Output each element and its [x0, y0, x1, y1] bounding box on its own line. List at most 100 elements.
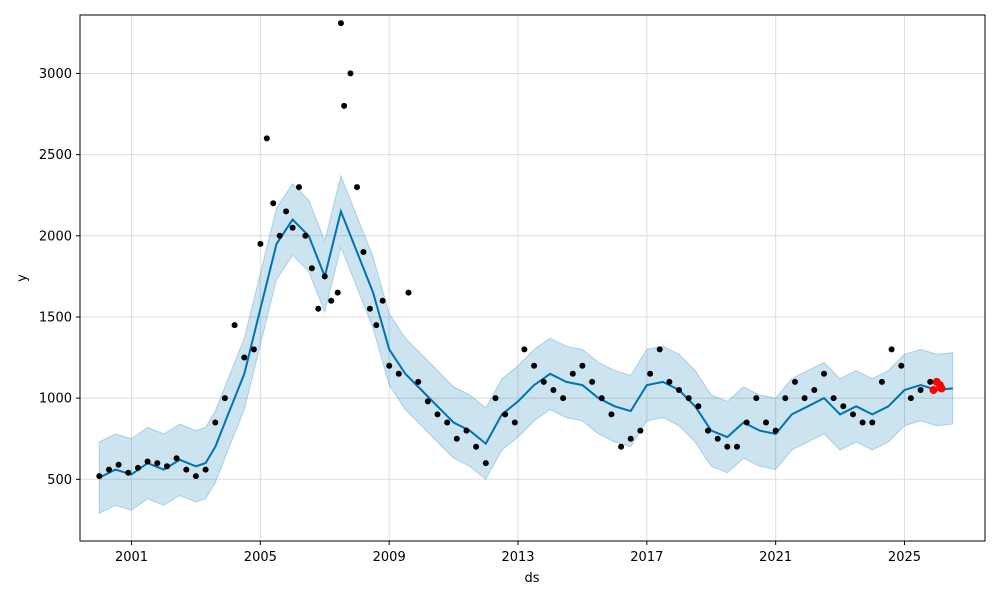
- y-tick-label: 1000: [39, 392, 72, 407]
- future-point: [929, 386, 938, 394]
- actual-point: [618, 443, 625, 450]
- actual-point: [801, 395, 808, 402]
- actual-point: [257, 240, 264, 247]
- actual-point: [296, 184, 302, 191]
- actual-point: [531, 362, 538, 369]
- y-tick-label: 2500: [39, 148, 72, 163]
- actual-point: [341, 102, 348, 109]
- actual-point: [917, 387, 924, 393]
- actual-points: [96, 20, 934, 480]
- y-tick-label: 2000: [39, 229, 72, 244]
- actual-point: [276, 232, 283, 239]
- actual-point: [821, 370, 827, 377]
- actual-point: [250, 346, 257, 353]
- actual-point: [840, 403, 847, 410]
- actual-point: [550, 387, 557, 393]
- actual-point: [373, 322, 380, 329]
- actual-point: [898, 362, 905, 369]
- actual-point: [106, 466, 112, 473]
- actual-point: [695, 403, 702, 410]
- forecast-line: [98, 208, 953, 479]
- x-tick-label: 2009: [373, 550, 406, 565]
- x-axis-title: ds: [524, 571, 539, 586]
- future-point: [937, 384, 946, 393]
- actual-point: [598, 395, 605, 402]
- actual-point: [283, 208, 290, 215]
- actual-point: [328, 297, 335, 304]
- actual-point: [366, 305, 373, 312]
- actual-point: [830, 395, 837, 402]
- actual-point: [444, 419, 451, 426]
- actual-point: [154, 460, 161, 467]
- uncertainty-band: [98, 174, 954, 515]
- y-axis: 500 1000 1500 2000 2500 3000: [39, 67, 80, 488]
- x-tick-label: 2013: [501, 550, 534, 565]
- actual-point: [685, 395, 692, 402]
- actual-point: [763, 419, 769, 426]
- actual-point: [734, 443, 740, 450]
- actual-point: [231, 322, 238, 329]
- actual-point: [888, 346, 895, 353]
- actual-point: [521, 346, 528, 353]
- actual-point: [164, 463, 170, 470]
- y-tick-label: 1500: [39, 310, 72, 325]
- actual-point: [183, 466, 190, 473]
- actual-point: [360, 249, 367, 255]
- actual-point: [405, 289, 412, 296]
- actual-point: [907, 395, 914, 402]
- actual-point: [263, 135, 270, 142]
- actual-point: [212, 419, 219, 426]
- actual-point: [386, 362, 393, 369]
- actual-point: [569, 370, 576, 377]
- actual-point: [202, 466, 209, 473]
- x-tick-label: 2001: [115, 550, 148, 565]
- actual-point: [395, 370, 402, 377]
- actual-point: [96, 473, 103, 480]
- actual-point: [321, 273, 328, 280]
- actual-point: [144, 458, 151, 465]
- actual-point: [560, 395, 567, 402]
- grid: [80, 15, 985, 541]
- actual-point: [415, 378, 422, 385]
- actual-point: [540, 378, 547, 385]
- actual-point: [589, 378, 596, 385]
- future-points: [929, 377, 946, 394]
- actual-point: [850, 411, 856, 418]
- actual-point: [608, 411, 615, 418]
- actual-point: [724, 443, 731, 450]
- plot-frame: [79, 14, 986, 542]
- actual-point: [714, 435, 721, 442]
- actual-point-outlier: [337, 20, 344, 27]
- actual-point: [511, 419, 518, 426]
- actual-point: [482, 460, 489, 467]
- y-tick-label: 3000: [39, 67, 72, 82]
- actual-point: [434, 411, 441, 418]
- actual-point: [221, 395, 228, 402]
- actual-point: [315, 305, 322, 312]
- actual-point: [647, 370, 654, 377]
- actual-point: [859, 419, 866, 426]
- y-tick-label: 500: [47, 473, 72, 488]
- actual-point: [334, 289, 341, 296]
- actual-point: [135, 464, 141, 471]
- forecast-line-group: [98, 208, 953, 479]
- actual-point: [308, 265, 315, 272]
- actual-point: [782, 395, 789, 402]
- actual-point: [424, 398, 431, 405]
- actual-point: [705, 427, 711, 434]
- actual-point: [627, 435, 634, 442]
- actual-point: [676, 387, 682, 393]
- actual-point: [379, 297, 386, 304]
- actual-point: [579, 362, 586, 369]
- actual-point: [927, 378, 934, 385]
- x-tick-label: 2017: [630, 550, 663, 565]
- actual-point: [811, 387, 818, 393]
- actual-point: [743, 419, 750, 426]
- actual-point: [637, 427, 644, 434]
- actual-point: [192, 473, 199, 480]
- actual-point: [878, 378, 885, 385]
- actual-point: [173, 455, 180, 462]
- actual-point: [772, 427, 779, 434]
